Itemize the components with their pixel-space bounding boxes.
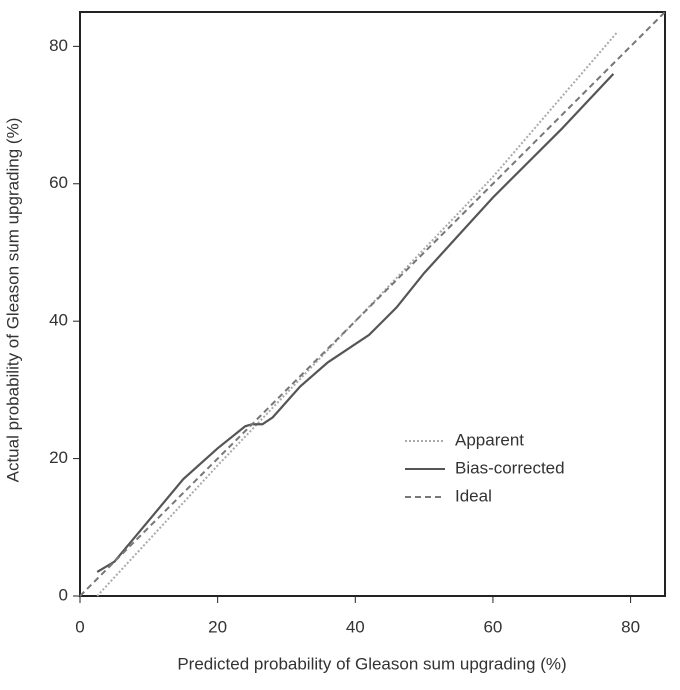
x-tick-label: 60: [483, 617, 502, 636]
x-tick-label: 0: [75, 617, 84, 636]
y-tick-label: 80: [49, 36, 68, 55]
legend-label: Bias-corrected: [455, 458, 565, 477]
x-axis-title: Predicted probability of Gleason sum upg…: [177, 654, 566, 673]
plot-frame: [79, 11, 666, 597]
series-line: [96, 31, 618, 597]
y-tick-label: 40: [49, 311, 68, 330]
series-line: [96, 73, 615, 573]
y-tick-label: 20: [49, 448, 68, 467]
y-tick-label: 60: [49, 173, 68, 192]
series-line: [79, 11, 666, 597]
legend-label: Apparent: [455, 430, 524, 449]
y-axis-title: Actual probability of Gleason sum upgrad…: [3, 118, 22, 483]
y-tick-label: 0: [59, 585, 68, 604]
x-tick-label: 80: [621, 617, 640, 636]
legend-label: Ideal: [455, 486, 492, 505]
x-tick-label: 40: [346, 617, 365, 636]
x-tick-label: 20: [208, 617, 227, 636]
